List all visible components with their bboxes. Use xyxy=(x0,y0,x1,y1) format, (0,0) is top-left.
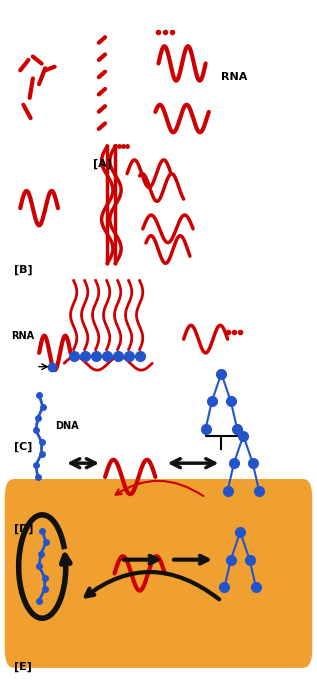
Text: [E]: [E] xyxy=(14,662,32,672)
Text: DNA: DNA xyxy=(55,421,78,430)
Text: [C]: [C] xyxy=(14,441,32,452)
Text: RNA: RNA xyxy=(11,331,34,341)
Text: RNA: RNA xyxy=(221,72,248,82)
Text: [B]: [B] xyxy=(14,265,33,275)
Text: [A]: [A] xyxy=(93,158,111,169)
Text: [D]: [D] xyxy=(14,524,34,534)
FancyBboxPatch shape xyxy=(6,480,311,666)
